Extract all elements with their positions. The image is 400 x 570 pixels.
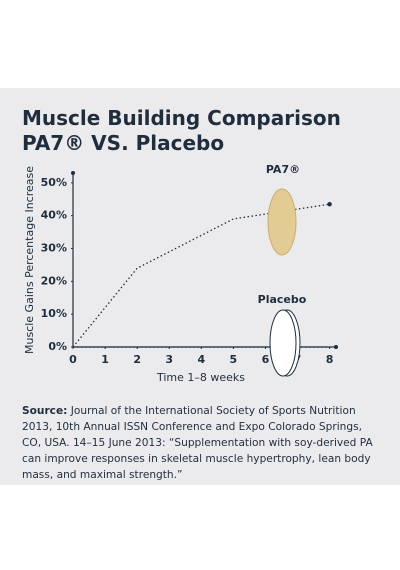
title-line: Muscle Building Comparison	[22, 106, 341, 130]
x-tick-label: 5	[230, 353, 238, 366]
x-tick-label: 0	[69, 353, 77, 366]
panel	[0, 88, 400, 485]
x-tick-label: 2	[133, 353, 141, 366]
title-line: PA7® VS. Placebo	[22, 131, 225, 155]
x-tick-label: 6	[262, 353, 270, 366]
legend-label: Placebo	[258, 293, 307, 306]
source-note: Source: Journal of the International Soc…	[22, 403, 382, 483]
pill	[267, 188, 297, 256]
y-tick-label: 20%	[41, 274, 67, 287]
x-tick-label: 3	[165, 353, 173, 366]
chart-title: Muscle Building Comparison PA7® VS. Plac…	[22, 106, 341, 156]
y-tick-label: 40%	[41, 209, 67, 222]
pill	[269, 309, 297, 377]
y-tick-label: 0%	[48, 340, 67, 353]
y-tick-label: 30%	[41, 242, 67, 255]
source-label: Source:	[22, 405, 68, 417]
y-tick-label: 10%	[41, 307, 67, 320]
x-tick-label: 8	[326, 353, 334, 366]
legend-label: PA7®	[266, 163, 300, 176]
source-text: Journal of the International Society of …	[22, 405, 373, 481]
x-tick-label: 1	[101, 353, 109, 366]
x-axis-label: Time 1–8 weeks	[156, 371, 245, 384]
axis-end	[334, 345, 338, 349]
x-tick-label: 4	[197, 353, 205, 366]
axis-end	[71, 171, 75, 175]
y-tick-label: 50%	[41, 176, 67, 189]
end-point	[327, 201, 332, 207]
y-axis-label: Muscle Gains Percentage Increase	[23, 166, 36, 354]
